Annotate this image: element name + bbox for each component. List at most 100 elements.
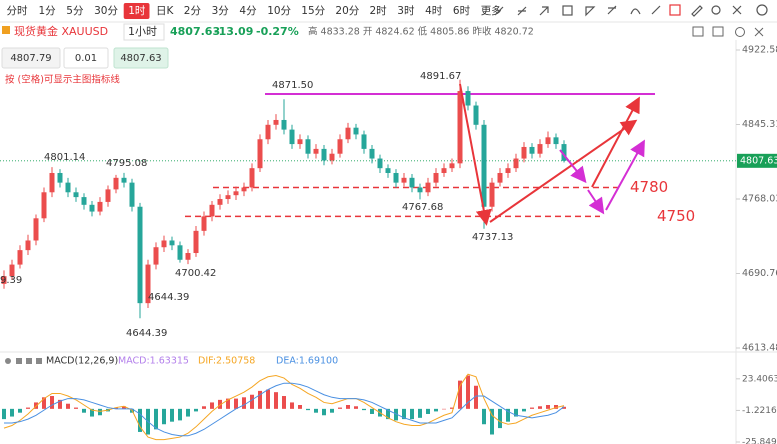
period-tab[interactable]: 4时 [425,5,443,17]
icon[interactable] [712,26,724,37]
candle-body [9,264,15,277]
period-tab[interactable]: 1时 [128,5,146,17]
period-tab[interactable]: 2分 [184,5,202,17]
period-tab[interactable]: 3分 [212,5,230,17]
macd-bar [514,408,518,417]
macd-bar [402,408,406,420]
macd-bar [194,408,198,412]
candle-body [425,182,431,193]
symbol[interactable]: 现货黄金 XAUUSD [14,24,108,38]
price-chart: 4922.58 4845.31 4768.03 4690.76 4613.48 4807.… [0,44,777,353]
macd-bar [562,406,566,409]
candle-body [33,218,39,241]
macd-bar [42,397,46,409]
symbol-icon [2,26,10,34]
candle-body [137,206,143,304]
macd-bar [178,408,182,421]
icon[interactable] [756,4,768,16]
macd-bar [290,402,294,409]
y-tick-label: 4690.76 [742,268,777,279]
candle-body [401,177,407,183]
period-tab[interactable]: 日K [156,5,174,17]
candle-body [193,230,199,254]
stats: 高 4833.28 开 4824.62 低 4805.86 昨收 4820.72 [308,26,534,38]
dea-line [4,382,565,437]
macd-bar [450,407,454,409]
arrow [559,149,587,184]
icon[interactable] [26,358,32,364]
macd-bar [410,408,414,420]
period-select[interactable] [123,23,165,41]
candle-body [57,172,63,183]
period-tab[interactable]: 3时 [397,5,415,17]
period-tab[interactable]: 更多 [481,4,502,17]
level-label: 4750 [657,207,695,225]
icon [607,5,617,15]
candle-body [145,264,151,304]
candle-body [361,134,367,149]
candle-body [385,168,391,173]
candle-body [545,137,551,145]
sell-price[interactable]: 4807.79 [10,53,51,64]
candle-body [473,105,479,125]
macd-bar [226,398,230,409]
candle-body [201,216,207,231]
period-tab[interactable]: 10分 [267,5,291,17]
candle-body [281,119,287,130]
macd-bar [90,408,94,417]
icon[interactable] [732,5,742,15]
period[interactable]: 1小时 [128,25,157,38]
macd-bar [506,408,510,422]
macd-bar [346,405,350,409]
period-tab[interactable]: 2时 [370,5,388,17]
candle-body [249,168,255,188]
sell-box[interactable] [1,47,61,69]
icon[interactable] [754,27,764,37]
lot-box[interactable] [63,47,109,69]
macd-bar [66,403,70,409]
icon [494,6,504,16]
icon[interactable] [5,358,11,364]
period-tab[interactable]: 6时 [453,5,471,17]
icon[interactable] [36,358,42,364]
period-tab[interactable]: 20分 [335,5,359,17]
icon[interactable] [711,5,721,15]
macd-bar [98,408,102,416]
macd-bar [426,408,430,414]
icon[interactable] [16,358,22,364]
price-label: 4891.67 [420,71,461,82]
macd-bar [538,406,542,409]
price-label: 4801.14 [44,152,85,163]
candle-body [81,197,87,205]
lot[interactable]: 0.01 [75,53,97,64]
toolbar-icons [494,4,768,17]
candle-body [129,182,135,207]
candle-body [329,153,335,161]
candle-body [521,146,527,159]
candle-body [489,182,495,207]
icon[interactable] [669,4,681,16]
buy-price[interactable]: 4807.63 [120,53,161,64]
period-tab[interactable]: 4分 [239,5,257,17]
icon[interactable] [691,5,703,17]
icon[interactable] [735,27,745,37]
buy-box[interactable] [113,47,169,69]
macd-icons [5,358,42,364]
candle-body [449,163,455,169]
macd-bar [466,375,470,409]
period-tab[interactable]: 15分 [301,5,325,17]
period-tab[interactable]: 5分 [66,5,84,17]
macd-bar [162,408,166,425]
period-tab[interactable]: 分时 [7,5,28,17]
macd-title: MACD(12,26,9) [46,356,118,367]
icon[interactable] [692,26,704,37]
period-tab[interactable]: 30分 [94,5,118,17]
macd-bar [186,408,190,417]
price-label: 4795.08 [106,158,147,169]
macd-bar [114,407,118,409]
period-tab[interactable]: 1分 [39,5,57,17]
candle-body [321,148,327,161]
macd-bar [234,398,238,409]
candle-body [505,168,511,173]
